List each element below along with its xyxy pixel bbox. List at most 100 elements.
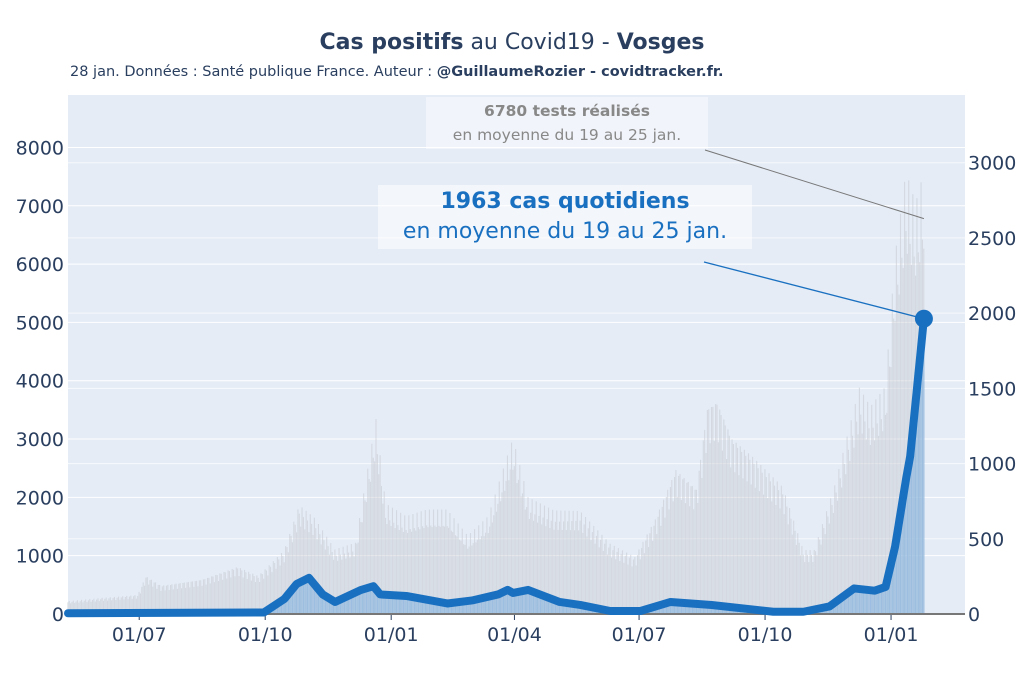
tests-bar: [272, 561, 274, 614]
cases-bar: [672, 602, 674, 614]
tests-bar: [879, 393, 881, 614]
cases-bar: [537, 593, 539, 614]
tests-bar: [87, 600, 89, 614]
tests-bar: [248, 571, 250, 614]
tests-bar: [902, 267, 904, 614]
y-right-tick-label: 2500: [968, 228, 1016, 250]
tests-bar: [694, 489, 696, 614]
tests-bar: [813, 549, 815, 614]
tests-bar: [808, 562, 810, 614]
cases-bar: [500, 593, 502, 614]
cases-bar: [476, 599, 479, 614]
tests-bar: [157, 584, 159, 614]
tests-bar: [600, 539, 602, 614]
tests-bar: [215, 574, 217, 614]
tests-bar: [812, 562, 814, 614]
cases-bar: [906, 471, 909, 614]
cases-bar: [556, 600, 558, 614]
tests-bar: [690, 486, 692, 614]
cases-bar: [382, 594, 384, 614]
cases-bar: [365, 588, 368, 614]
tests-bar: [783, 514, 785, 614]
tests-bar: [419, 529, 421, 614]
tests-bar: [450, 530, 452, 614]
cases-bar: [705, 604, 707, 614]
cases-bar: [417, 598, 420, 614]
tests-bar: [654, 519, 656, 614]
tests-bar: [171, 584, 173, 614]
tests-bar: [122, 596, 124, 614]
tests-bar: [324, 549, 326, 614]
tests-bar: [905, 231, 907, 614]
cases-bar: [328, 598, 331, 614]
tests-bar: [878, 435, 880, 614]
tests-bar: [574, 530, 576, 614]
tests-bar: [493, 515, 495, 614]
tests-bar: [716, 404, 718, 614]
tests-bar: [720, 415, 722, 614]
cases-bar: [690, 603, 692, 614]
tests-bar: [213, 582, 215, 614]
tests-bar: [652, 540, 654, 614]
tests-bar: [374, 461, 376, 614]
tests-bar: [590, 540, 592, 614]
tests-bar: [361, 522, 363, 614]
tests-bar: [68, 600, 70, 614]
tests-bar: [610, 557, 613, 614]
tests-bar: [731, 439, 733, 614]
tests-bar: [615, 559, 617, 614]
tests-bar: [883, 388, 885, 614]
cases-bar: [463, 601, 465, 614]
tests-bar: [465, 533, 467, 614]
cases-bar: [686, 603, 688, 614]
tests-bar: [119, 599, 121, 614]
tests-bar: [123, 599, 125, 614]
cases-bar: [843, 595, 846, 614]
cases-bar: [571, 603, 573, 614]
tests-bar: [526, 507, 528, 614]
tests-bar: [658, 509, 661, 614]
tests-bar: [586, 536, 588, 614]
cases-bar: [491, 595, 494, 614]
cases-bar: [921, 332, 924, 614]
cases-bar: [505, 590, 507, 614]
tests-bar: [876, 423, 878, 614]
cases-bar: [679, 602, 681, 614]
tests-bar: [133, 596, 135, 614]
tests-bar: [593, 525, 595, 614]
cases-bar: [526, 590, 528, 614]
tests-bar: [502, 468, 504, 614]
tests-bar: [608, 547, 610, 614]
cases-bar: [867, 589, 869, 614]
cases-bar: [480, 598, 483, 614]
tests-bar: [750, 484, 752, 614]
tests-bar: [789, 507, 791, 614]
cases-bar: [528, 590, 531, 614]
cases-bar: [508, 590, 510, 614]
tests-bar: [506, 455, 509, 614]
cases-bar: [899, 512, 902, 614]
tests-bar: [243, 569, 246, 614]
cases-bar: [434, 601, 436, 614]
tests-bar: [641, 547, 643, 614]
cases-bar: [701, 604, 703, 614]
cases-bar: [439, 602, 442, 614]
tests-bar: [264, 569, 266, 614]
tests-bar: [693, 509, 695, 614]
cases-bar: [853, 588, 855, 614]
cases-bar: [834, 602, 836, 614]
cases-bar: [448, 603, 450, 614]
tests-bar: [365, 502, 367, 614]
tests-bar: [875, 399, 877, 614]
cases-bar: [854, 588, 856, 614]
tests-bar: [208, 577, 210, 614]
tests-bar: [799, 555, 802, 614]
cases-bar: [471, 600, 473, 614]
tests-bar: [397, 525, 399, 614]
tests-bar: [691, 485, 693, 614]
tests-bar: [713, 440, 715, 614]
cases-bar: [495, 594, 498, 614]
tests-bar: [591, 532, 593, 614]
tests-bar: [841, 487, 843, 614]
